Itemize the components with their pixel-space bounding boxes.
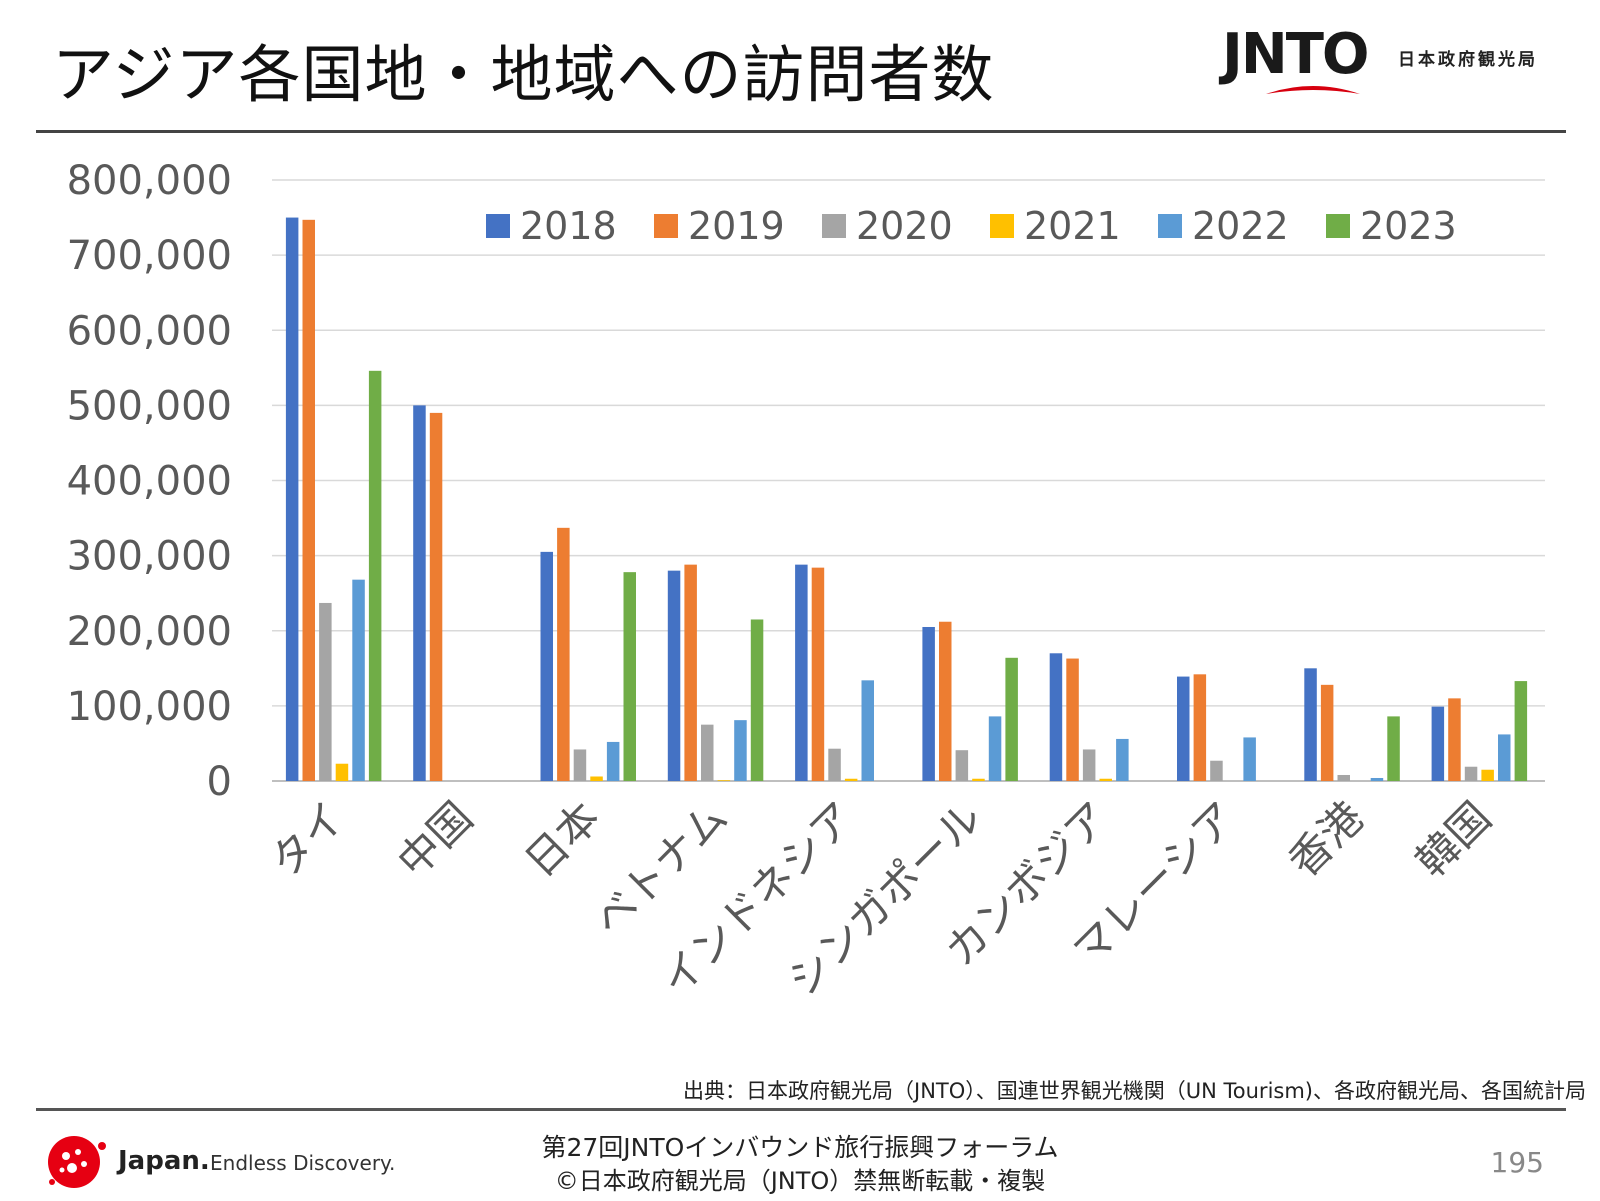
bar xyxy=(717,780,731,781)
footer-divider xyxy=(36,1108,1566,1111)
y-tick-label: 400,000 xyxy=(67,459,232,505)
footer-event-name: 第27回JNTOインバウンド旅行振興フォーラム xyxy=(541,1133,1059,1162)
chart-legend: 2018 2019 2020 2021 2022 2023 xyxy=(486,204,1457,248)
bar xyxy=(1049,653,1063,781)
legend-label: 2022 xyxy=(1192,204,1289,248)
bar xyxy=(701,724,714,781)
bar xyxy=(1177,676,1190,781)
legend-swatch xyxy=(486,214,510,238)
bar xyxy=(750,619,764,781)
x-tick-label: 中国 xyxy=(388,792,482,886)
bar xyxy=(811,567,825,781)
bar xyxy=(285,217,299,781)
y-tick-label: 200,000 xyxy=(67,609,232,655)
legend-swatch xyxy=(654,214,678,238)
jnto-logo-text: JNTO xyxy=(1222,22,1370,87)
bar xyxy=(1066,658,1079,781)
y-tick-label: 800,000 xyxy=(67,158,232,204)
x-tick-label: 韓国 xyxy=(1406,792,1500,886)
bar xyxy=(684,564,697,781)
bar xyxy=(1210,760,1223,781)
bar xyxy=(606,741,620,781)
legend-swatch xyxy=(1158,214,1182,238)
y-tick-label: 100,000 xyxy=(67,684,232,730)
y-tick-label: 300,000 xyxy=(67,534,232,580)
bar xyxy=(1448,698,1461,781)
source-note: 出典：日本政府観光局（JNTO）、国連世界観光機関（UN Tourism)、各政… xyxy=(683,1079,1586,1103)
bar xyxy=(795,564,808,781)
jnto-swoosh-icon xyxy=(1266,86,1360,94)
page-title: アジア各国地・地域への訪問者数 xyxy=(52,38,995,111)
bar xyxy=(1498,734,1511,781)
y-tick-label: 600,000 xyxy=(67,308,232,354)
bar xyxy=(861,680,874,781)
y-tick-label: 0 xyxy=(207,759,232,805)
bar xyxy=(988,716,1002,781)
bar-chart: 0 100,000 200,000 300,000 400,000 500,000 600,… xyxy=(67,158,1545,1005)
y-axis-ticks: 0 100,000 200,000 300,000 400,000 500,000 600,… xyxy=(67,158,232,805)
legend-label: 2023 xyxy=(1360,204,1457,248)
bar xyxy=(1370,777,1384,781)
bar xyxy=(667,570,681,781)
y-tick-label: 700,000 xyxy=(67,233,232,279)
bar xyxy=(573,749,587,781)
legend-swatch xyxy=(1326,214,1350,238)
bar xyxy=(1304,668,1317,781)
bar xyxy=(972,778,985,781)
legend-label: 2020 xyxy=(856,204,953,248)
header-divider xyxy=(36,130,1566,133)
bar xyxy=(955,750,969,781)
legend-label: 2021 xyxy=(1024,204,1121,248)
chart-gridlines xyxy=(272,179,1545,782)
chart-bars xyxy=(285,217,1528,781)
bar xyxy=(844,778,858,781)
bar xyxy=(335,763,349,781)
bar xyxy=(429,412,443,781)
bar xyxy=(302,219,315,781)
bar xyxy=(734,720,747,781)
bar xyxy=(1481,769,1494,781)
bar xyxy=(1116,738,1129,781)
jnto-logo-subtitle: 日本政府観光局 xyxy=(1398,50,1538,70)
legend-label: 2018 xyxy=(520,204,617,248)
brand-name: Japan. xyxy=(118,1146,210,1176)
bar xyxy=(939,621,952,781)
bar xyxy=(1193,674,1207,781)
bar xyxy=(540,551,553,781)
y-tick-label: 500,000 xyxy=(67,383,232,429)
bar xyxy=(922,626,935,781)
x-tick-label: タイ xyxy=(261,792,355,886)
bar xyxy=(319,602,332,781)
bar xyxy=(352,579,365,781)
brand-tagline: Endless Discovery. xyxy=(210,1151,396,1175)
bar xyxy=(1431,706,1445,781)
x-tick-label: 香港 xyxy=(1279,792,1373,886)
x-tick-label: 日本 xyxy=(515,792,609,886)
bar xyxy=(1243,737,1256,781)
cherry-blossom-icon xyxy=(48,1136,106,1188)
legend-swatch xyxy=(822,214,846,238)
bar xyxy=(368,370,382,781)
bar xyxy=(1005,657,1018,781)
bar xyxy=(1387,716,1400,781)
legend-swatch xyxy=(990,214,1014,238)
footer-copyright: ©日本政府観光局（JNTO）禁無断転載・複製 xyxy=(554,1167,1046,1195)
bar xyxy=(623,572,636,781)
bar xyxy=(1337,774,1350,781)
bar xyxy=(1320,684,1334,781)
japan-brand: Japan. Endless Discovery. xyxy=(44,1132,464,1192)
bar xyxy=(1082,749,1096,781)
bar xyxy=(1464,766,1478,781)
legend-label: 2019 xyxy=(688,204,785,248)
bar xyxy=(828,748,841,781)
bar xyxy=(1514,681,1528,781)
bar xyxy=(590,776,603,781)
bar xyxy=(1099,778,1112,781)
page-number: 195 xyxy=(1490,1146,1544,1179)
bar xyxy=(413,405,426,781)
jnto-logo: JNTO xyxy=(1222,22,1372,112)
bar xyxy=(557,527,570,781)
